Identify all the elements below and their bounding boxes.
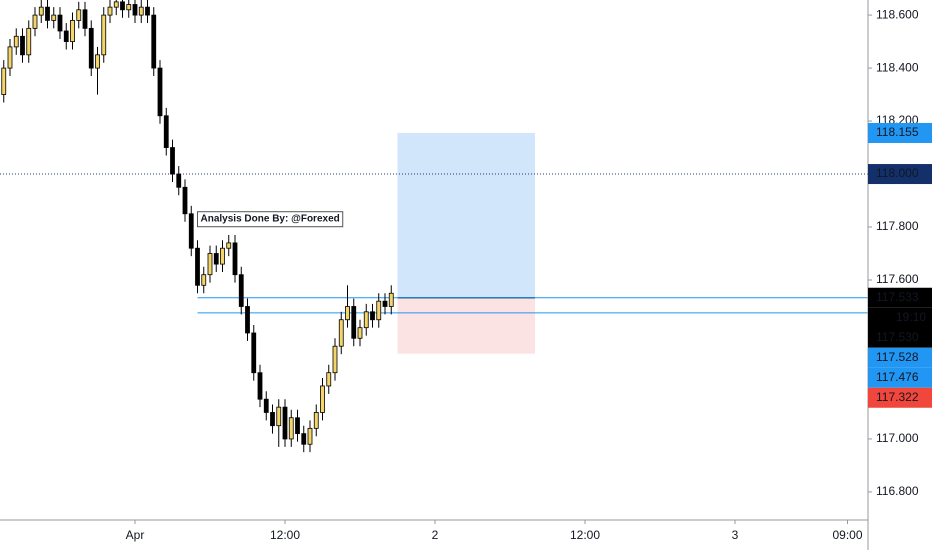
price-label: 117.530 [876,330,919,344]
candle-body [351,306,357,339]
price-label: 118.000 [876,166,919,180]
candle-body [7,46,13,69]
x-tick-label: 12:00 [570,528,600,542]
candle-body [363,311,369,329]
candle-body [82,9,88,29]
candle-body [176,173,182,188]
candle-body [301,433,307,445]
candle-body [70,19,75,42]
candle-body [32,14,38,29]
price-label-box [868,347,932,368]
candle-body [95,54,100,69]
candle-body [251,332,257,374]
candle-body [295,417,300,435]
price-label: 117.533 [876,290,919,304]
candle-body [57,14,63,32]
candle-body [263,398,269,413]
candle-body [307,427,313,445]
candle-body [157,67,163,117]
x-tick-label: 09:00 [832,528,862,542]
x-tick-label: 12:00 [270,528,300,542]
candle-body [238,274,244,307]
candle-body [388,292,394,307]
candle-body [338,319,344,347]
price-label-box [868,287,932,308]
y-tick-label: 117.600 [876,272,919,286]
price-label-box [868,307,932,348]
candle-body [288,417,294,440]
price-label-box [868,367,932,388]
candle-body [282,406,288,440]
candle-body [345,306,350,321]
price-label-box [868,387,932,408]
plot-area: Analysis Done By: @Forexed [0,0,868,453]
y-tick-label: 117.000 [876,431,919,445]
candle-body [163,115,169,148]
candle-body [226,242,232,249]
price-label: 117.322 [876,390,919,404]
candle-body [332,345,338,374]
candle-body [107,6,113,16]
x-tick-label: 2 [432,528,439,542]
candle-body [195,247,200,286]
candle-body [220,247,225,265]
price-label: 117.528 [876,350,919,364]
candle-body [63,30,69,42]
candle-body [145,6,150,16]
candle-body [370,311,375,321]
candle-body [313,412,319,429]
candle-body [120,1,125,11]
candle-body [101,14,107,56]
candle-body [270,412,275,427]
price-label: 118.155 [876,125,919,139]
annotation-box [197,211,344,228]
candle-body [151,14,157,69]
candle-body [276,406,282,427]
candle-body [132,4,138,16]
candle-body [357,327,363,339]
candle-body [182,186,188,215]
countdown: 19:10 [896,310,926,324]
candle-body [1,67,7,95]
price-label-box [868,122,932,143]
candle-body [113,1,119,8]
y-tick-label: 116.800 [876,484,919,498]
candle-body [245,306,250,334]
candle-body [38,6,44,16]
candle-body [326,372,332,387]
candle-body [382,300,388,307]
candle-body [20,35,25,56]
candle-body [188,213,194,249]
y-tick-label: 117.800 [876,219,919,233]
candle-body [257,372,263,400]
candle-body [213,253,219,265]
price-label-box [868,164,932,185]
candle-body [26,27,32,56]
y-tick-label: 118.600 [876,7,919,21]
price-label: 117.476 [876,370,919,384]
candle-body [13,35,19,48]
candle-body [320,385,325,413]
candle-body [88,27,94,69]
price-axis: 118.600118.400118.200117.800117.600117.0… [868,7,932,498]
candle-body [51,14,57,21]
candle-body [232,242,238,276]
candle-body [45,6,50,21]
candle-body [170,147,175,175]
candle-body [76,9,82,21]
annotation: Analysis Done By: @Forexed [201,214,340,225]
stop-zone [397,297,535,354]
candle-body [126,4,132,11]
candle-body [138,6,144,16]
candle-body [207,253,213,276]
y-tick-label: 118.400 [876,60,919,74]
target-zone [397,132,535,298]
candle-body [201,274,207,286]
candle-body [376,300,382,321]
x-tick-label: Apr [126,528,145,542]
x-tick-label: 3 [732,528,739,542]
